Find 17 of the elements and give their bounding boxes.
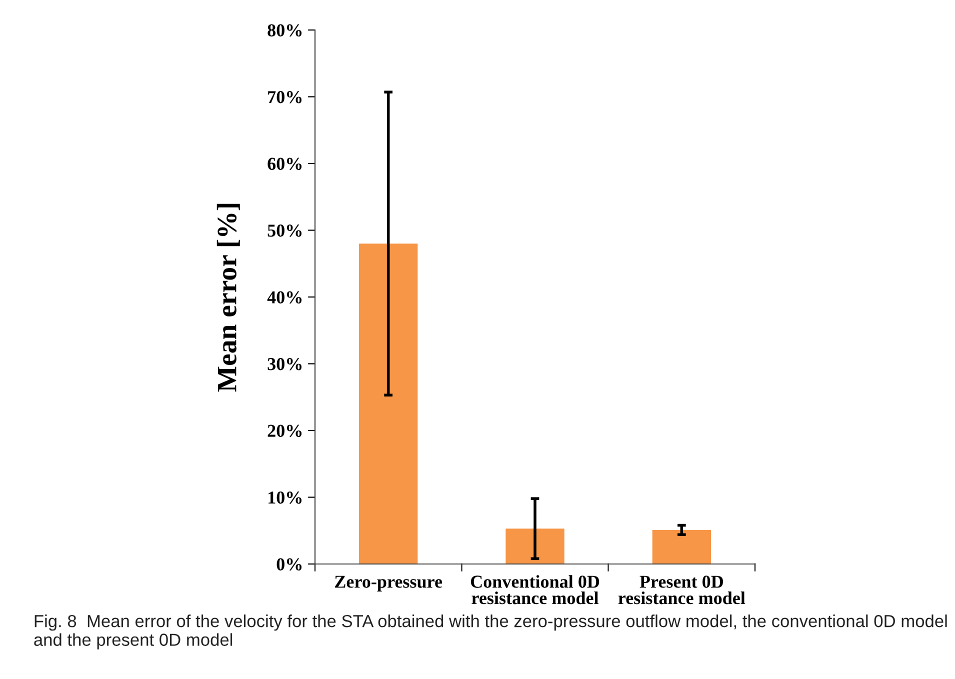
y-tick-label: 50% [268,224,302,237]
y-tick-label: 0% [276,558,302,570]
x-tick-label: Zero-pressure [335,576,442,592]
y-tick-label: 20% [268,424,302,437]
y-tick-label: 40% [267,291,302,304]
y-axis-title: Mean error [%] [216,204,240,392]
x-tick-label: Present 0D resistance model [618,576,746,604]
y-tick-label: 30% [268,358,302,370]
y-tick-label: 60% [268,158,302,170]
bar [506,528,564,564]
y-tick-label: 70% [268,91,302,104]
y-tick-label: 10% [268,492,302,504]
bar [652,530,711,564]
caption: Fig. 8 Mean error of the velocity for the STA obtained with the zero-pressure outflow model, the conventional 0D model and the present 0D model [34,614,947,650]
bar [359,244,418,564]
x-tick-label: Conventional 0D resistance model [470,575,600,604]
y-tick-label: 80% [268,24,302,36]
